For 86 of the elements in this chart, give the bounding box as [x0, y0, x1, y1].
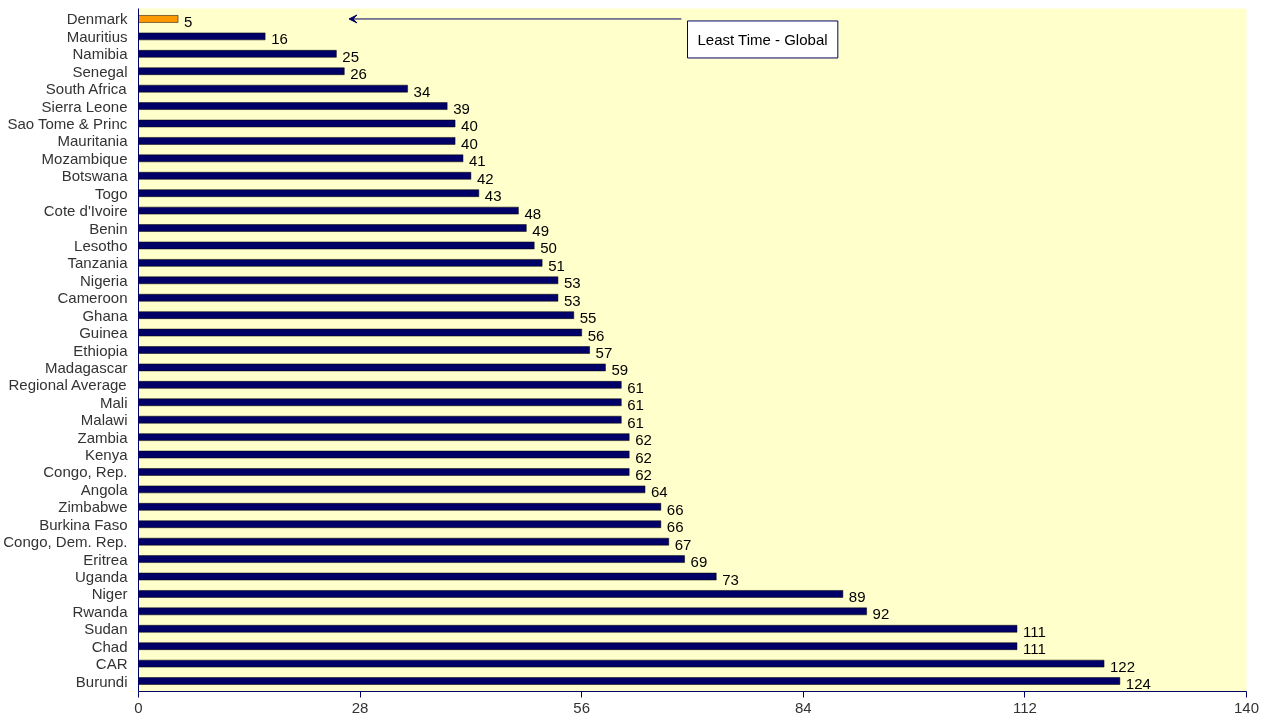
data-label: 59 — [611, 361, 629, 379]
data-label: 122 — [1110, 657, 1136, 675]
data-label: 62 — [635, 465, 652, 483]
y-tick-label: Denmark — [66, 10, 128, 28]
data-label: 62 — [635, 431, 652, 449]
y-tick-label: Burkina Faso — [39, 515, 128, 533]
y-tick-label: Zimbabwe — [58, 498, 128, 516]
y-tick-label: Mauritius — [66, 27, 128, 45]
y-tick-label: Chad — [91, 637, 128, 655]
data-label: 57 — [595, 344, 613, 361]
y-tick-label: Madagascar — [44, 358, 128, 376]
data-label: 64 — [651, 483, 668, 501]
data-label: 124 — [1125, 675, 1151, 693]
y-tick-label: Nigeria — [79, 271, 129, 289]
y-tick-label: Botswana — [61, 167, 129, 185]
x-tick-label: 56 — [573, 698, 591, 715]
x-tick-label: 112 — [1012, 698, 1037, 715]
y-tick-label: Congo, Rep. — [43, 463, 128, 481]
y-tick-label: Lesotho — [74, 236, 128, 254]
y-tick-label: Mozambique — [41, 149, 128, 167]
y-tick-label: Angola — [80, 480, 129, 498]
data-label: 61 — [627, 378, 644, 396]
data-label: 61 — [627, 396, 644, 414]
data-label: 49 — [532, 222, 549, 240]
y-tick-label: Ethiopia — [73, 341, 129, 359]
data-label: 66 — [666, 518, 684, 536]
data-label: 62 — [635, 448, 652, 466]
y-tick-label: Cote d'Ivoire — [43, 202, 128, 220]
data-label: 56 — [587, 326, 605, 344]
y-tick-label: Benin — [89, 219, 128, 237]
data-label: 67 — [674, 535, 692, 553]
y-tick-label: Zambia — [77, 428, 129, 446]
data-label: 43 — [484, 187, 502, 205]
data-label: 51 — [548, 256, 565, 274]
data-label: 50 — [540, 239, 557, 257]
y-tick-label: Kenya — [84, 446, 129, 464]
y-tick-label: Burundi — [75, 672, 128, 690]
y-tick-label: South Africa — [45, 80, 128, 98]
x-tick-label: 0 — [134, 698, 143, 715]
data-label: 26 — [350, 65, 367, 83]
data-label: 48 — [524, 204, 542, 222]
y-tick-label: Mauritania — [57, 132, 129, 150]
y-tick-label: Congo, Dem. Rep. — [3, 533, 128, 551]
data-label: 55 — [579, 309, 597, 327]
x-tick-label: 84 — [794, 698, 812, 715]
annotation: Least Time - Global — [697, 30, 828, 48]
data-label: 25 — [342, 47, 360, 65]
data-label: 61 — [627, 413, 644, 431]
data-label: 5 — [184, 12, 193, 30]
x-tick-label: 28 — [351, 698, 369, 715]
data-label: 40 — [461, 117, 478, 135]
y-tick-label: Uganda — [74, 568, 129, 586]
y-tick-label: Eritrea — [83, 550, 129, 568]
y-tick-label: Ghana — [82, 306, 129, 324]
y-tick-label: Sao Tome & Princ — [7, 114, 128, 132]
y-tick-label: Guinea — [79, 324, 129, 342]
data-label: 111 — [1022, 622, 1046, 640]
data-label: 92 — [872, 605, 890, 623]
data-label: 111 — [1022, 640, 1046, 658]
x-tick-label: 140 — [1233, 698, 1260, 715]
y-tick-label: Sudan — [84, 620, 128, 638]
y-tick-label: CAR — [95, 655, 128, 673]
data-label: 42 — [476, 169, 494, 187]
y-tick-label: Niger — [91, 585, 128, 603]
y-tick-label: Mali — [100, 393, 128, 411]
data-label: 41 — [468, 152, 486, 170]
y-tick-label: Malawi — [80, 411, 128, 429]
data-label: 39 — [453, 100, 470, 118]
data-label: 53 — [563, 274, 581, 292]
data-label: 66 — [666, 500, 684, 518]
data-label: 53 — [563, 291, 581, 309]
y-tick-label: Regional Average — [8, 376, 127, 394]
y-tick-label: Togo — [94, 184, 128, 202]
data-label: 40 — [461, 134, 478, 152]
data-label: 16 — [271, 30, 288, 48]
y-tick-label: Namibia — [72, 45, 129, 63]
y-tick-label: Cameroon — [57, 289, 128, 307]
bar — [138, 15, 179, 23]
y-tick-label: Senegal — [72, 62, 128, 80]
y-tick-label: Rwanda — [72, 602, 129, 620]
y-tick-label: Tanzania — [67, 254, 129, 272]
data-label: 89 — [848, 587, 866, 605]
data-label: 69 — [690, 553, 708, 571]
y-tick-label: Sierra Leone — [41, 97, 128, 115]
data-label: 73 — [722, 570, 739, 588]
data-label: 34 — [413, 82, 431, 100]
